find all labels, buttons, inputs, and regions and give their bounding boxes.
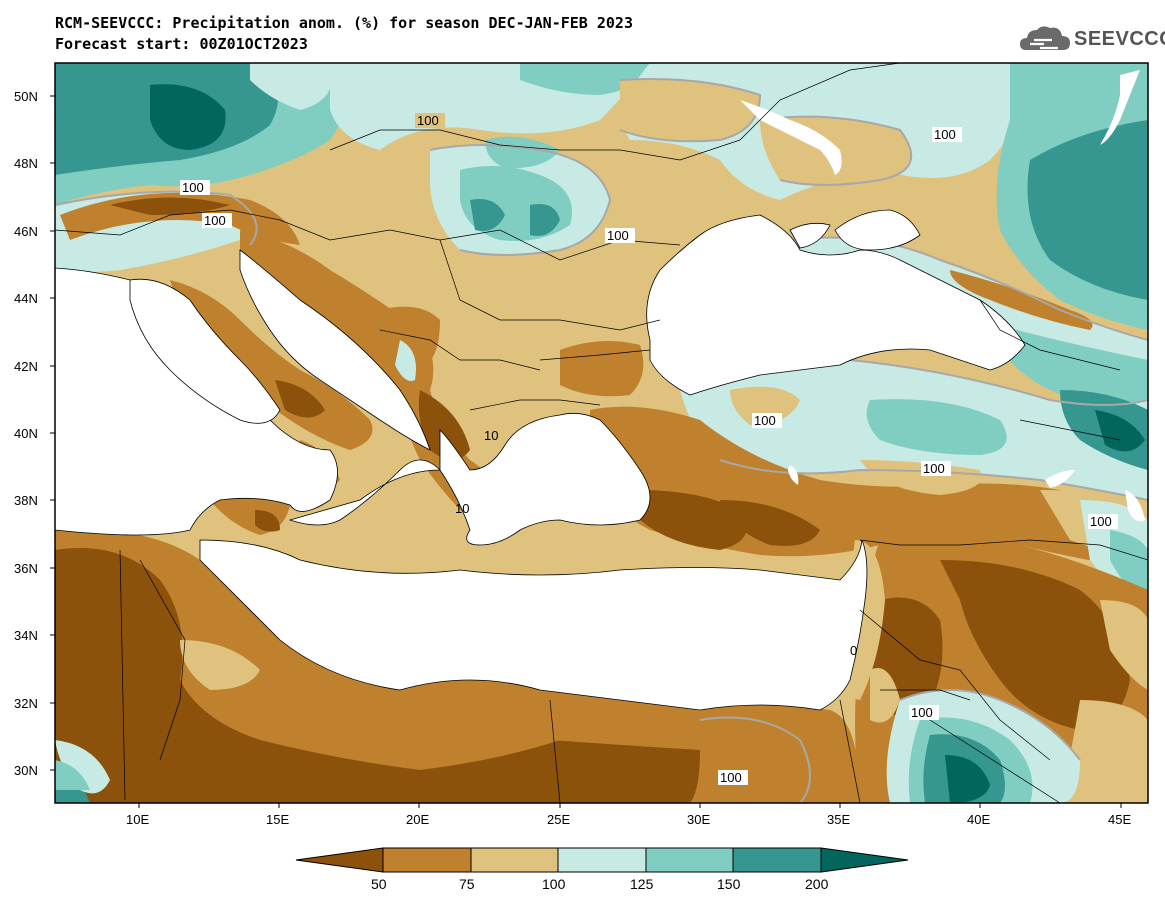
map-field — [55, 63, 1148, 803]
contour-label: 100 — [754, 413, 776, 428]
contour-label: 100 — [1090, 514, 1112, 529]
logo-text: SEEVCCC — [1074, 28, 1165, 50]
colorbar-segment — [645, 847, 734, 873]
colorbar-segment — [732, 847, 822, 873]
colorbar-label: 200 — [805, 876, 829, 892]
contour-label: 100 — [607, 228, 629, 243]
lon-tick: 20E — [406, 812, 429, 827]
lon-tick: 35E — [827, 812, 850, 827]
lat-tick: 32N — [14, 696, 38, 711]
colorbar-label: 150 — [717, 876, 741, 892]
lon-tick: 45E — [1108, 812, 1131, 827]
colorbar-label: 100 — [542, 876, 566, 892]
lon-tick: 15E — [266, 812, 289, 827]
country-borders — [55, 63, 1148, 803]
contour-label: 100 — [923, 461, 945, 476]
contour-labels: 100 100 100 100 100 100 100 100 100 100 … — [180, 113, 1118, 785]
map-title: RCM-SEEVCCC: Precipitation anom. (%) for… — [55, 14, 633, 32]
contour-label: 100 — [720, 770, 742, 785]
lon-tick: 25E — [547, 812, 570, 827]
lat-tick: 34N — [14, 628, 38, 643]
sea-mask — [55, 209, 1026, 711]
saturation-patches — [740, 70, 1145, 522]
colorbar-label: 75 — [459, 876, 475, 892]
contour-label: 100 — [911, 705, 933, 720]
contour-label: 100 — [417, 113, 439, 128]
colorbar-segment — [295, 847, 384, 873]
lat-tick: 46N — [14, 224, 38, 239]
lon-tick: 10E — [126, 812, 149, 827]
contour-label: 10 — [455, 501, 469, 516]
latitude-axis: 50N 48N 46N 44N 42N 40N 38N 36N 34N 32N … — [14, 89, 55, 778]
lon-tick: 30E — [687, 812, 710, 827]
lat-tick: 40N — [14, 426, 38, 441]
contour-label: 0 — [850, 643, 857, 658]
lon-tick: 40E — [967, 812, 990, 827]
contour-label: 10 — [484, 428, 498, 443]
lat-tick: 50N — [14, 89, 38, 104]
forecast-start: Forecast start: 00Z01OCT2023 — [55, 35, 308, 53]
colorbar: 50 75 100 125 150 200 — [295, 847, 909, 892]
colorbar-label: 50 — [371, 876, 387, 892]
cloud-icon — [1020, 26, 1070, 50]
lat-tick: 42N — [14, 359, 38, 374]
colorbar-segment — [470, 847, 559, 873]
colorbar-segment — [557, 847, 647, 873]
lat-tick: 44N — [14, 291, 38, 306]
longitude-axis: 10E 15E 20E 25E 30E 35E 40E 45E — [126, 803, 1131, 827]
lat-tick: 30N — [14, 763, 38, 778]
lat-tick: 48N — [14, 156, 38, 171]
lat-tick: 36N — [14, 561, 38, 576]
contour-label: 100 — [182, 180, 204, 195]
colorbar-segment — [820, 847, 909, 873]
contour-label: 100 — [204, 213, 226, 228]
seevccc-logo: SEEVCCC — [1018, 22, 1165, 58]
colorbar-segment — [382, 847, 472, 873]
lat-tick: 38N — [14, 493, 38, 508]
contour-label: 100 — [934, 127, 956, 142]
colorbar-label: 125 — [630, 876, 654, 892]
